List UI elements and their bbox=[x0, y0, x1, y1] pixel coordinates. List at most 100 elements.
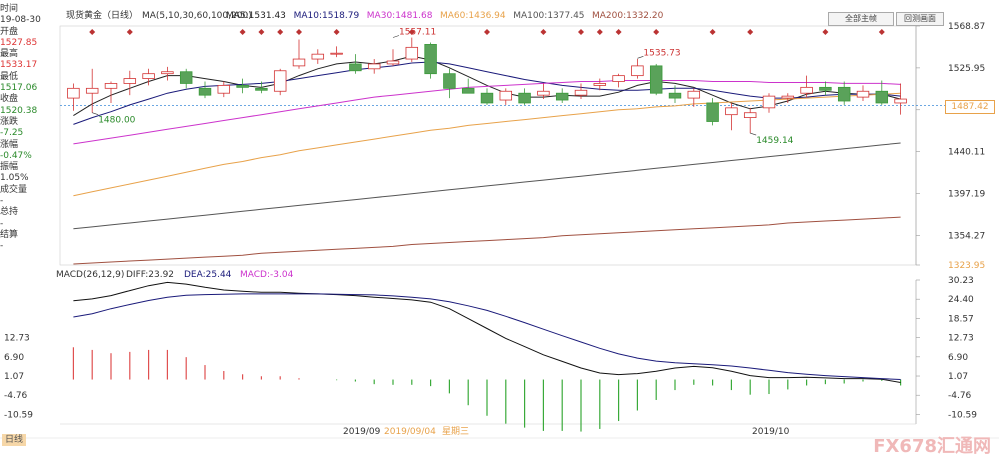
signal-marker bbox=[126, 29, 133, 35]
ma-legend-item: MA30:1481.68 bbox=[367, 11, 433, 21]
macd-right-tick-label: 12.73 bbox=[948, 334, 974, 344]
macd-right-tick-label: -4.76 bbox=[948, 391, 972, 401]
screen-view-button[interactable]: 回测画面 bbox=[896, 12, 944, 26]
candle-body bbox=[574, 89, 588, 96]
candle-body bbox=[668, 92, 682, 99]
price-tick-label: 1525.95 bbox=[948, 64, 985, 74]
macd-left-tick-label: -4.76 bbox=[4, 391, 28, 401]
candle-body bbox=[894, 98, 907, 104]
candle-body bbox=[443, 73, 456, 89]
candle bbox=[461, 78, 475, 94]
candle-body bbox=[255, 87, 268, 91]
info-value: -0.47% bbox=[0, 150, 32, 161]
candle-body bbox=[179, 71, 193, 84]
info-label: 最低 bbox=[0, 71, 19, 82]
macd-header: MACD(26,12,9) bbox=[56, 270, 124, 280]
info-value: - bbox=[0, 218, 4, 229]
macd-left-tick-label: 6.90 bbox=[4, 353, 24, 363]
signal-marker bbox=[540, 29, 547, 35]
candle bbox=[386, 49, 400, 66]
macd-diff-label: DIFF:23.92 bbox=[126, 270, 174, 280]
macd-right-tick-label: 24.40 bbox=[948, 295, 974, 305]
candle-body bbox=[292, 58, 306, 67]
candle bbox=[273, 68, 287, 96]
signal-marker bbox=[408, 29, 415, 35]
info-value: 1.05% bbox=[0, 173, 29, 184]
info-value: 1527.85 bbox=[0, 37, 38, 48]
candle-body bbox=[367, 63, 381, 70]
signal-marker bbox=[578, 29, 584, 35]
candle-body bbox=[837, 86, 851, 102]
candle bbox=[236, 78, 249, 94]
candle-body bbox=[236, 84, 249, 88]
candle-body bbox=[311, 53, 325, 60]
candle bbox=[894, 83, 907, 115]
ma-line-ma5 bbox=[73, 55, 901, 117]
info-value: 1533.17 bbox=[0, 60, 38, 71]
candle-body bbox=[405, 46, 419, 60]
candle-body bbox=[537, 90, 550, 96]
candle-body bbox=[85, 87, 99, 94]
candle-body bbox=[725, 107, 738, 116]
candle-body bbox=[555, 92, 569, 101]
candle-body bbox=[518, 92, 531, 104]
candle bbox=[198, 81, 212, 99]
candle-body bbox=[631, 65, 644, 77]
candle-body bbox=[706, 102, 719, 122]
candle bbox=[612, 73, 625, 88]
candle bbox=[292, 39, 306, 69]
extreme-label: 1535.73 bbox=[643, 48, 680, 58]
macd-right-tick-label: 30.23 bbox=[948, 276, 974, 286]
info-value: -7.25 bbox=[0, 128, 24, 139]
annotation-pointer bbox=[637, 56, 644, 59]
annotation-pointer bbox=[92, 112, 99, 116]
macd-right-tick-label: 1.07 bbox=[948, 372, 968, 382]
info-label: 振幅 bbox=[0, 162, 19, 173]
annotation-pointer bbox=[750, 132, 757, 136]
price-tick-label: 1397.19 bbox=[948, 190, 985, 200]
info-label: 涨跌 bbox=[0, 116, 19, 127]
macd-left-tick-label: -10.59 bbox=[4, 410, 33, 420]
price-tick-label: 1440.11 bbox=[948, 148, 985, 158]
ma-legend-item: MA5:1531.43 bbox=[226, 11, 286, 21]
candle-body bbox=[499, 90, 513, 101]
candle bbox=[668, 85, 682, 103]
candle-body bbox=[217, 84, 231, 94]
candle bbox=[875, 80, 889, 105]
macd-right-tick-label: 6.90 bbox=[948, 353, 968, 363]
candle bbox=[499, 88, 513, 105]
candle-body bbox=[856, 90, 870, 98]
candle bbox=[443, 68, 456, 99]
candle bbox=[104, 81, 118, 103]
extreme-label: 1480.00 bbox=[98, 116, 135, 126]
candle bbox=[574, 83, 588, 100]
candle bbox=[537, 83, 550, 100]
signal-marker bbox=[484, 29, 490, 35]
x-axis-month-label: 2019/09 bbox=[343, 427, 381, 437]
ma-line-ma100 bbox=[73, 142, 901, 230]
candle bbox=[217, 81, 231, 98]
macd-left-tick-label: 1.07 bbox=[4, 372, 24, 382]
candle bbox=[367, 59, 381, 74]
current-price-label: 1487.42 bbox=[945, 100, 995, 114]
info-label: 开盘 bbox=[0, 26, 19, 37]
signal-marker bbox=[653, 29, 660, 35]
macd-right-tick-label: -10.59 bbox=[948, 410, 977, 420]
candle-body bbox=[800, 86, 813, 94]
candle-body bbox=[273, 70, 287, 92]
macd-dea-label: DEA:25.44 bbox=[184, 270, 232, 280]
ma-line-ma10 bbox=[73, 61, 901, 125]
full-view-button[interactable]: 全部主帧 bbox=[828, 12, 894, 26]
signal-marker bbox=[822, 29, 829, 35]
price-tick-label: 1323.95 bbox=[948, 261, 985, 271]
ma-header: MA(5,10,30,60,100,200) bbox=[142, 11, 252, 21]
candle-body bbox=[687, 90, 701, 99]
ma-legend-item: MA10:1518.79 bbox=[294, 11, 360, 21]
candle bbox=[837, 81, 851, 105]
candle-body bbox=[743, 112, 757, 119]
info-value: - bbox=[0, 196, 4, 207]
extreme-label: 1557.11 bbox=[399, 27, 436, 37]
ma-legend-item: MA100:1377.45 bbox=[513, 11, 584, 21]
candle bbox=[161, 66, 174, 81]
period-tab[interactable]: 日线 bbox=[2, 434, 27, 446]
